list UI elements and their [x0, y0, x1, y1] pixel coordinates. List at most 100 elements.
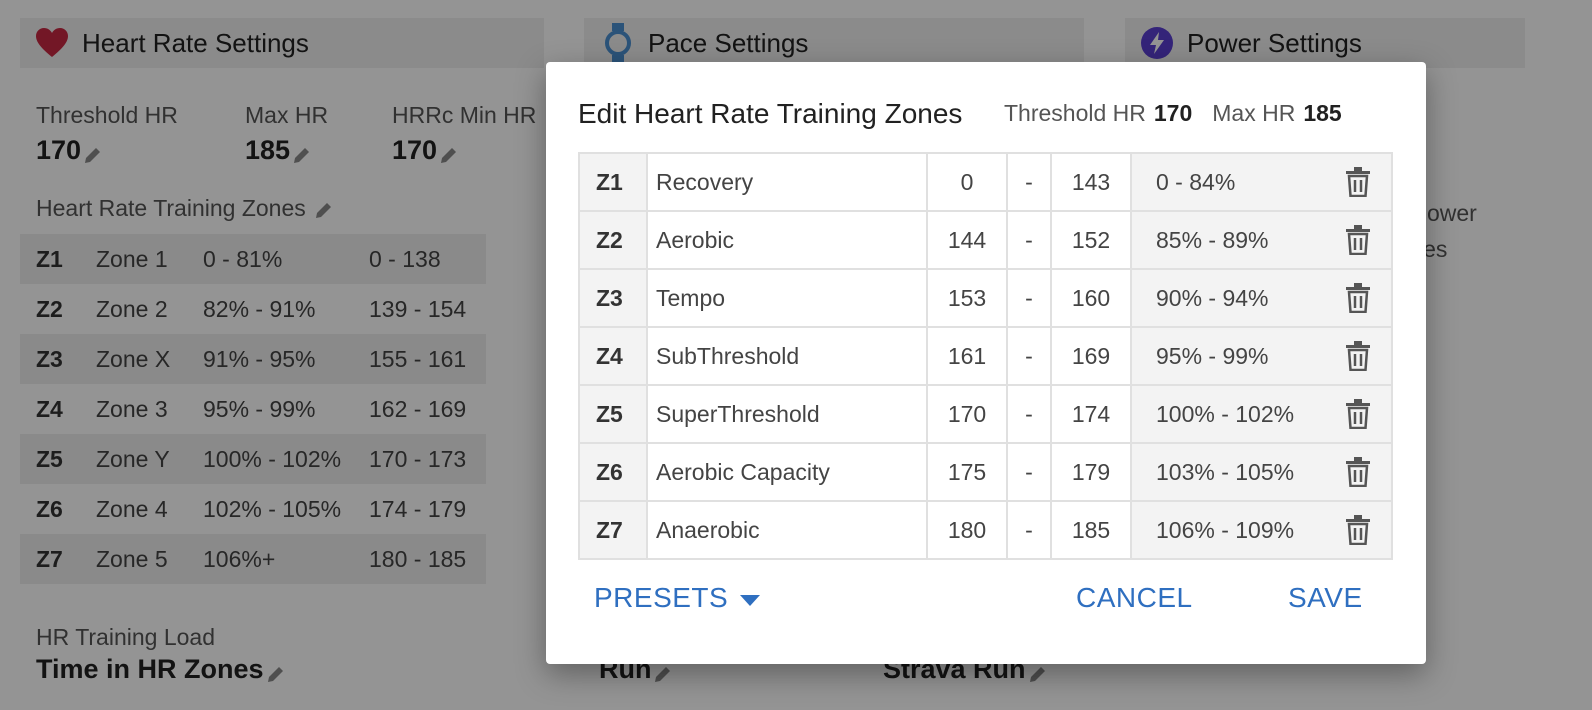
zone-name: Zone 1 [96, 245, 168, 272]
zone-id: Z4 [36, 395, 63, 422]
lightning-icon [1139, 25, 1175, 61]
caret-down-icon [740, 582, 761, 614]
zone-max-input[interactable]: 152 [1050, 210, 1132, 270]
zone-id: Z6 [578, 442, 648, 502]
table-row: Z6 Aerobic Capacity 175 - 179 103% - 105… [578, 442, 1393, 502]
zone-percent: 106% - 109% [1156, 516, 1295, 543]
presets-button[interactable]: PRESETS [594, 582, 761, 614]
trash-icon[interactable] [1345, 283, 1371, 314]
zone-percent-cell: 103% - 105% [1130, 442, 1393, 502]
zone-name-input[interactable]: Recovery [646, 152, 928, 212]
zone-range: 174 - 179 [369, 495, 467, 522]
trash-icon[interactable] [1345, 341, 1371, 372]
zone-percent: 91% - 95% [203, 345, 316, 372]
range-separator: - [1006, 442, 1052, 502]
zone-id: Z2 [36, 295, 63, 322]
zone-min-input[interactable]: 180 [926, 500, 1008, 560]
max-hr-stat: Max HR 185 [245, 102, 328, 166]
hrrc-min-hr-label: HRRc Min HR [392, 102, 537, 128]
threshold-hr-value-row: 170 [36, 135, 178, 166]
range-separator: - [1006, 384, 1052, 444]
zone-percent: 95% - 99% [203, 395, 316, 422]
zone-range: 162 - 169 [369, 395, 467, 422]
zone-range: 180 - 185 [369, 545, 467, 572]
zone-percent-cell: 106% - 109% [1130, 500, 1393, 560]
zone-max-input[interactable]: 185 [1050, 500, 1132, 560]
hrrc-min-hr-value-row: 170 [392, 135, 536, 166]
range-separator: - [1006, 210, 1052, 270]
zone-min-input[interactable]: 175 [926, 442, 1008, 502]
zone-percent: 90% - 94% [1156, 284, 1269, 311]
zone-name: Zone 2 [96, 295, 168, 322]
zone-max-input[interactable]: 143 [1050, 152, 1132, 212]
hr-zones-list: Z1 Zone 1 0 - 81% 0 - 138 Z2 Zone 2 82% - 91%… [20, 234, 486, 584]
zone-percent: 102% - 105% [203, 495, 342, 522]
zone-edit-table: Z1 Recovery 0 - 143 0 - 84% Z2 Aerobic 1… [578, 152, 1393, 560]
trash-icon[interactable] [1345, 515, 1371, 546]
pace-settings-title: Pace Settings [648, 27, 809, 58]
zone-min-input[interactable]: 153 [926, 268, 1008, 328]
zone-name: Zone Y [96, 445, 170, 472]
zone-name-input[interactable]: SubThreshold [646, 326, 928, 386]
pencil-icon[interactable] [1028, 660, 1048, 682]
dialog-threshold-label: Threshold HR [1004, 100, 1146, 126]
trash-icon[interactable] [1345, 167, 1371, 198]
dialog-max-label: Max HR [1212, 100, 1296, 126]
list-item: Z1 Zone 1 0 - 81% 0 - 138 [20, 234, 486, 284]
trash-icon[interactable] [1345, 225, 1371, 256]
zone-name-input[interactable]: SuperThreshold [646, 384, 928, 444]
max-hr-value-row: 185 [245, 135, 328, 166]
zone-id: Z5 [578, 384, 648, 444]
zone-id: Z3 [36, 345, 63, 372]
save-button[interactable]: SAVE [1288, 582, 1363, 613]
zone-name-input[interactable]: Aerobic Capacity [646, 442, 928, 502]
cancel-button[interactable]: CANCEL [1076, 582, 1193, 613]
range-separator: - [1006, 268, 1052, 328]
table-row: Z1 Recovery 0 - 143 0 - 84% [578, 152, 1393, 212]
max-hr-label: Max HR [245, 102, 329, 128]
zone-max-input[interactable]: 169 [1050, 326, 1132, 386]
zone-name-input[interactable]: Anaerobic [646, 500, 928, 560]
zone-name-input[interactable]: Aerobic [646, 210, 928, 270]
zone-min-input[interactable]: 144 [926, 210, 1008, 270]
zone-max-input[interactable]: 179 [1050, 442, 1132, 502]
zone-name: Zone 4 [96, 495, 168, 522]
zone-percent: 95% - 99% [1156, 342, 1269, 369]
hr-training-load-label: HR Training Load [36, 624, 215, 650]
hrrc-min-hr-value: 170 [392, 135, 438, 165]
pencil-icon[interactable] [266, 660, 286, 682]
zone-name: Zone 3 [96, 395, 168, 422]
range-separator: - [1006, 326, 1052, 386]
dialog-threshold: Threshold HR 170 [1004, 100, 1192, 127]
pencil-icon[interactable] [292, 141, 312, 163]
threshold-hr-stat: Threshold HR 170 [36, 102, 178, 166]
list-item: Z2 Zone 2 82% - 91% 139 - 154 [20, 284, 486, 334]
table-row: Z2 Aerobic 144 - 152 85% - 89% [578, 210, 1393, 270]
zone-percent: 0 - 84% [1156, 168, 1236, 195]
pencil-icon[interactable] [314, 199, 334, 219]
zone-name-input[interactable]: Tempo [646, 268, 928, 328]
list-item: Z3 Zone X 91% - 95% 155 - 161 [20, 334, 486, 384]
zone-percent-cell: 0 - 84% [1130, 152, 1393, 212]
trash-icon[interactable] [1345, 457, 1371, 488]
zone-min-input[interactable]: 170 [926, 384, 1008, 444]
zone-max-input[interactable]: 174 [1050, 384, 1132, 444]
heart-rate-settings-title: Heart Rate Settings [82, 27, 309, 58]
zone-percent: 0 - 81% [203, 245, 283, 272]
range-separator: - [1006, 500, 1052, 560]
pencil-icon[interactable] [439, 141, 459, 163]
zone-id: Z7 [578, 500, 648, 560]
zone-name: Zone 5 [96, 545, 168, 572]
pencil-icon[interactable] [653, 660, 673, 682]
zone-max-input[interactable]: 160 [1050, 268, 1132, 328]
threshold-hr-value: 170 [36, 135, 82, 165]
zone-min-input[interactable]: 161 [926, 326, 1008, 386]
power-settings-header: Power Settings [1125, 18, 1525, 68]
list-item: Z7 Zone 5 106%+ 180 - 185 [20, 534, 486, 584]
zone-id: Z6 [36, 495, 63, 522]
zone-percent-cell: 90% - 94% [1130, 268, 1393, 328]
zone-min-input[interactable]: 0 [926, 152, 1008, 212]
pencil-icon[interactable] [83, 141, 103, 163]
trash-icon[interactable] [1345, 399, 1371, 430]
zone-id: Z3 [578, 268, 648, 328]
